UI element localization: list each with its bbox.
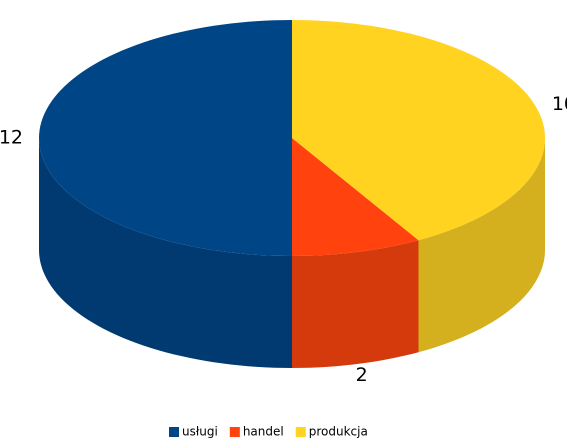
legend-swatch	[229, 427, 240, 437]
slice-side	[418, 138, 545, 353]
legend-label: produkcja	[309, 425, 368, 439]
slice	[292, 20, 545, 241]
legend-swatch	[169, 427, 179, 437]
legend-label: usługi	[182, 425, 218, 439]
data-label: 12	[0, 127, 23, 149]
slice	[39, 20, 292, 256]
slice-side	[39, 138, 292, 368]
data-label: 10	[552, 93, 567, 115]
legend-label: handel	[243, 425, 284, 439]
legend-swatch	[295, 427, 306, 437]
slice-side	[292, 240, 419, 368]
data-label: 2	[356, 364, 368, 386]
slice	[292, 138, 419, 256]
